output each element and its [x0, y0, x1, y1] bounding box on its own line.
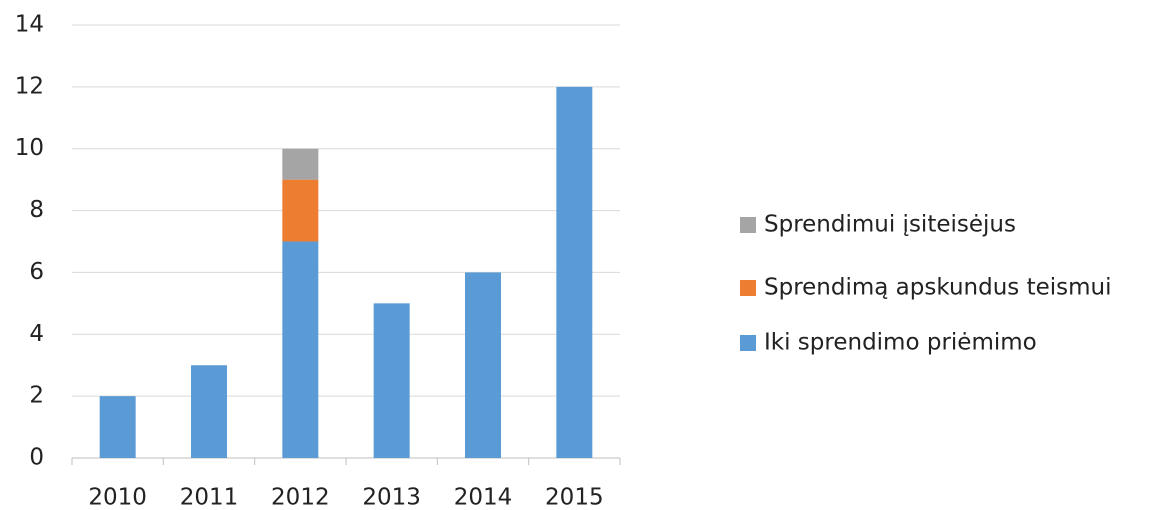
legend-label: Sprendimą apskundus teismui — [764, 275, 1112, 301]
y-tick-label: 2 — [29, 383, 44, 409]
x-tick-label: 2012 — [271, 485, 330, 510]
y-tick-label: 14 — [15, 12, 44, 38]
bar-segment — [465, 272, 501, 458]
y-tick-label: 12 — [15, 73, 44, 99]
y-tick-label: 0 — [29, 445, 44, 471]
legend-swatch — [740, 217, 756, 233]
bar-segment — [556, 86, 593, 458]
legend-label: Sprendimui įsiteisėjus — [764, 212, 1016, 238]
y-tick-label: 4 — [29, 321, 44, 347]
x-tick-label: 2011 — [180, 485, 239, 510]
legend-label: Iki sprendimo priėmimo — [764, 330, 1037, 356]
x-tick-label: 2015 — [545, 485, 604, 510]
bar-segment — [282, 241, 319, 458]
bar-segment — [99, 396, 136, 458]
bar-segment — [191, 365, 227, 458]
x-tick-label: 2014 — [454, 485, 513, 510]
x-tick-label: 2013 — [362, 485, 421, 510]
y-tick-label: 10 — [15, 135, 44, 161]
legend-swatch — [740, 280, 756, 296]
y-tick-label: 8 — [29, 197, 44, 223]
legend-swatch — [740, 335, 756, 351]
y-tick-label: 6 — [29, 259, 44, 285]
bar-segment — [282, 148, 319, 180]
bar-segment — [282, 179, 319, 242]
bar-segment — [373, 303, 410, 458]
x-tick-label: 2010 — [88, 485, 147, 510]
